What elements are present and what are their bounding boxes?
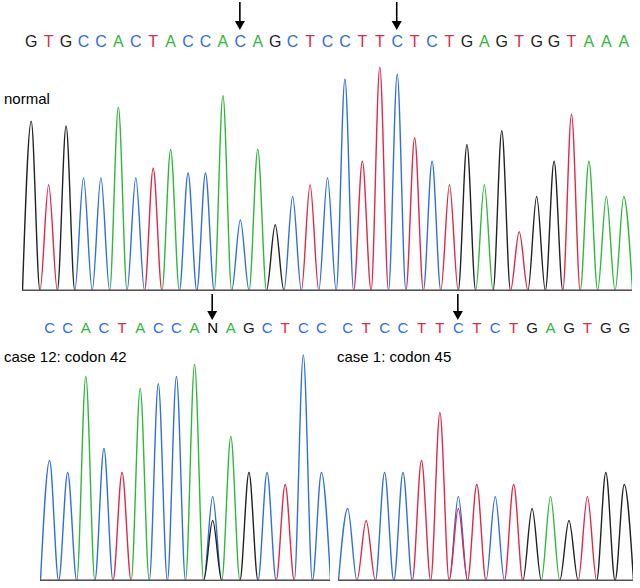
svg-text:A: A (226, 319, 236, 336)
svg-text:G: G (461, 33, 473, 50)
svg-text:T: T (44, 33, 54, 50)
svg-text:T: T (305, 33, 315, 50)
html-text:normal: normal (4, 90, 50, 107)
svg-text:C: C (200, 33, 212, 50)
svg-text:T: T (375, 33, 385, 50)
svg-text:T: T (362, 319, 371, 336)
svg-text:C: C (62, 319, 73, 336)
svg-text:G: G (600, 319, 612, 336)
svg-text:T: T (148, 33, 158, 50)
svg-text:C: C (426, 33, 438, 50)
svg-text:C: C (44, 319, 55, 336)
svg-text:A: A (479, 33, 490, 50)
svg-text:C: C (379, 319, 390, 336)
svg-text:A: A (601, 33, 612, 50)
svg-text:G: G (25, 33, 37, 50)
svg-text:C: C (153, 319, 164, 336)
svg-text:G: G (548, 33, 560, 50)
svg-text:C: C (339, 33, 351, 50)
svg-text:A: A (113, 33, 124, 50)
svg-text:C: C (235, 33, 247, 50)
svg-text:C: C (78, 33, 90, 50)
svg-text:A: A (252, 33, 263, 50)
svg-text:T: T (435, 319, 444, 336)
svg-text:G: G (243, 319, 255, 336)
svg-text:A: A (618, 33, 629, 50)
svg-text:T: T (583, 319, 592, 336)
svg-text:C: C (287, 33, 299, 50)
svg-text:C: C (453, 319, 464, 336)
svg-text:C: C (298, 319, 309, 336)
svg-text:A: A (218, 33, 229, 50)
svg-text:T: T (445, 33, 455, 50)
svg-text:N: N (207, 319, 218, 336)
svg-text:A: A (546, 319, 556, 336)
html-text:case 12: codon 42: case 12: codon 42 (4, 348, 127, 365)
svg-text:C: C (99, 319, 110, 336)
svg-text:T: T (410, 33, 420, 50)
svg-text:C: C (322, 33, 334, 50)
svg-text:C: C (342, 319, 353, 336)
svg-text:C: C (130, 33, 142, 50)
svg-text:A: A (584, 33, 595, 50)
svg-text:C: C (398, 319, 409, 336)
svg-text:T: T (117, 319, 126, 336)
svg-text:T: T (281, 319, 290, 336)
svg-text:C: C (182, 33, 194, 50)
svg-text:C: C (171, 319, 182, 336)
svg-text:T: T (417, 319, 426, 336)
svg-text:G: G (496, 33, 508, 50)
svg-text:A: A (190, 319, 200, 336)
svg-text:T: T (472, 319, 481, 336)
svg-text:G: G (60, 33, 72, 50)
svg-text:A: A (135, 319, 145, 336)
svg-text:C: C (490, 319, 501, 336)
svg-text:C: C (391, 33, 403, 50)
svg-text:A: A (81, 319, 91, 336)
svg-text:A: A (165, 33, 176, 50)
svg-text:G: G (618, 319, 630, 336)
svg-text:C: C (262, 319, 273, 336)
svg-text:C: C (316, 319, 327, 336)
svg-text:T: T (567, 33, 577, 50)
svg-text:G: G (526, 319, 538, 336)
svg-text:T: T (357, 33, 367, 50)
svg-text:G: G (563, 319, 575, 336)
svg-text:G: G (269, 33, 281, 50)
svg-text:T: T (514, 33, 524, 50)
svg-text:T: T (509, 319, 518, 336)
svg-text:C: C (95, 33, 107, 50)
html-text:case 1: codon 45: case 1: codon 45 (337, 348, 452, 365)
svg-text:G: G (530, 33, 542, 50)
